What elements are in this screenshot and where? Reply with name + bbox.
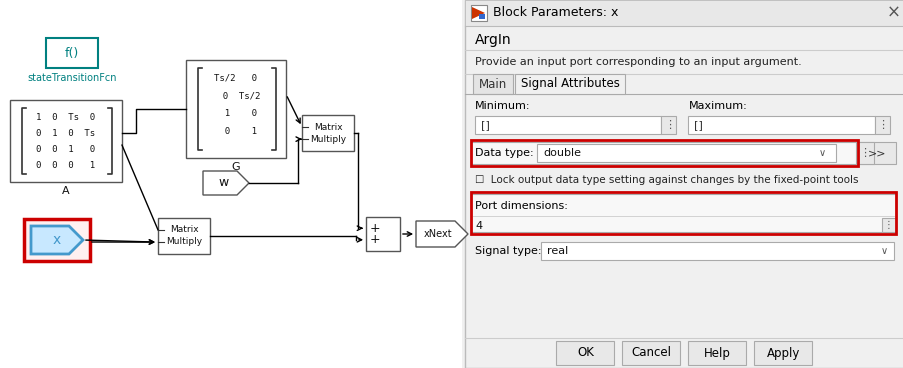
Text: 4: 4 (474, 221, 481, 231)
Text: >>: >> (867, 148, 885, 158)
Bar (158, 218, 209, 254)
Bar (874, 116, 889, 134)
Text: OK: OK (576, 347, 593, 360)
Text: x: x (52, 233, 61, 247)
Text: ∨: ∨ (880, 246, 887, 256)
Bar (540, 242, 893, 260)
Polygon shape (203, 171, 248, 195)
Text: ⋮: ⋮ (877, 120, 888, 130)
Text: 1  0  Ts  0: 1 0 Ts 0 (36, 113, 96, 123)
Bar (536, 144, 835, 162)
Polygon shape (415, 221, 468, 247)
Bar (46, 38, 98, 68)
Text: G: G (231, 162, 240, 172)
Text: []: [] (694, 120, 703, 130)
Text: Block Parameters: x: Block Parameters: x (492, 7, 618, 20)
Text: Help: Help (703, 347, 731, 360)
Text: 1    0: 1 0 (214, 110, 257, 118)
Text: ArgIn: ArgIn (474, 33, 511, 47)
Text: Main: Main (479, 78, 507, 91)
Polygon shape (31, 226, 83, 254)
Text: Matrix: Matrix (313, 123, 342, 131)
Text: Multiply: Multiply (166, 237, 202, 247)
Text: Apply: Apply (766, 347, 799, 360)
Text: Ts/2   0: Ts/2 0 (214, 74, 257, 82)
Text: ×: × (886, 4, 900, 22)
Text: +: + (369, 222, 380, 235)
Bar (688, 116, 874, 134)
Text: A: A (62, 186, 70, 196)
Bar (10, 100, 122, 182)
Text: ∨: ∨ (817, 148, 824, 158)
Bar (661, 116, 675, 134)
Text: ⋮: ⋮ (859, 148, 870, 158)
Text: Signal Attributes: Signal Attributes (520, 78, 619, 91)
Text: Provide an input port corresponding to an input argument.: Provide an input port corresponding to a… (474, 57, 801, 67)
Bar (470, 142, 857, 164)
Text: Maximum:: Maximum: (688, 101, 747, 111)
Text: +: + (369, 233, 380, 246)
Text: ☐  Lock output data type setting against changes by the fixed-point tools: ☐ Lock output data type setting against … (474, 175, 858, 185)
Text: ⋮: ⋮ (663, 120, 675, 130)
Text: 0  0  0   1: 0 0 0 1 (36, 162, 96, 170)
Bar (855, 142, 873, 164)
Bar (0, 0, 461, 368)
Text: 0  0  1   0: 0 0 1 0 (36, 145, 96, 155)
Bar (515, 74, 624, 94)
Text: real: real (546, 246, 568, 256)
Text: Port dimensions:: Port dimensions: (474, 201, 567, 211)
Bar (470, 194, 895, 232)
Text: stateTransitionFcn: stateTransitionFcn (27, 73, 116, 83)
Bar (24, 219, 90, 261)
Text: ⋮: ⋮ (883, 220, 893, 230)
Text: f(): f() (65, 46, 79, 60)
Text: []: [] (480, 120, 489, 130)
Bar (470, 192, 895, 234)
Text: Cancel: Cancel (631, 347, 671, 360)
Bar (464, 0, 903, 368)
Text: xNext: xNext (424, 229, 452, 239)
Text: 0    1: 0 1 (214, 127, 257, 137)
Bar (754, 341, 812, 365)
Text: 0  1  0  Ts: 0 1 0 Ts (36, 130, 96, 138)
Bar (470, 140, 857, 166)
Text: Multiply: Multiply (310, 134, 346, 144)
Bar (464, 0, 903, 26)
Bar (186, 60, 285, 158)
Text: Matrix: Matrix (170, 226, 198, 234)
Bar (302, 115, 354, 151)
Bar (474, 116, 661, 134)
Bar (622, 341, 680, 365)
Bar (857, 142, 895, 164)
Polygon shape (471, 7, 485, 19)
Text: w: w (219, 177, 228, 190)
Bar (479, 14, 484, 20)
Bar (366, 217, 399, 251)
Bar (881, 218, 895, 232)
Text: Data type:: Data type: (474, 148, 533, 158)
Bar (470, 5, 487, 21)
Text: Minimum:: Minimum: (474, 101, 530, 111)
Text: 0  Ts/2: 0 Ts/2 (211, 92, 260, 100)
Bar (556, 341, 614, 365)
Text: double: double (543, 148, 581, 158)
Bar (688, 341, 746, 365)
Bar (472, 74, 512, 94)
Text: Signal type:: Signal type: (474, 246, 541, 256)
